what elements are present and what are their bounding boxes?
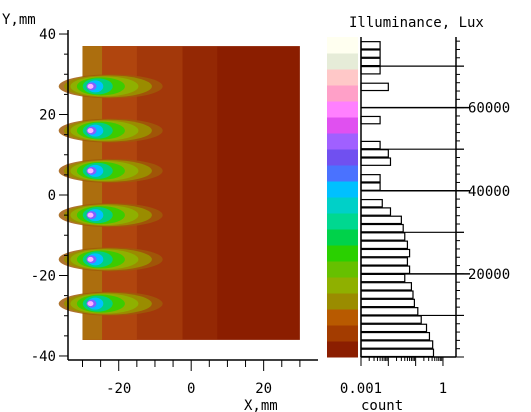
histogram-bar: [360, 157, 392, 166]
map-y-axis-label: Y,mm: [2, 12, 36, 28]
map-y-tick-label: -20: [31, 268, 56, 284]
histogram-bar: [360, 207, 392, 216]
colorbar-band: [327, 133, 358, 150]
colorbar-band: [327, 229, 358, 246]
histogram-bar: [360, 65, 381, 75]
colorbar-band: [327, 261, 358, 278]
map-x-axis-label: X,mm: [244, 398, 278, 412]
histogram-bar: [360, 215, 402, 225]
histogram-bar: [360, 240, 409, 250]
histogram-bar: [360, 49, 381, 58]
histogram-bar: [360, 257, 409, 266]
histogram-bar: [360, 182, 381, 191]
colorbar-band: [327, 341, 358, 358]
map-x-tick-label: 20: [255, 381, 272, 397]
illuminance-map: [58, 46, 300, 340]
light-source-peak: [87, 168, 94, 174]
histogram-x-tick-label: 0.001: [340, 381, 382, 397]
light-source-peak: [87, 83, 94, 89]
colorbar-band: [327, 277, 358, 294]
light-source-peak: [87, 128, 94, 134]
map-y-tick-label: -40: [31, 349, 56, 365]
histogram-bar: [360, 82, 389, 92]
colorbar-band: [327, 325, 358, 342]
light-source-peak: [87, 212, 94, 218]
histogram-bar: [360, 315, 422, 324]
map-x-tick-label: -20: [106, 381, 131, 397]
histogram-x-tick-label: 1: [439, 381, 447, 397]
histogram-bar: [360, 282, 413, 291]
histogram-bar: [360, 174, 381, 183]
colorbar-band: [327, 293, 358, 310]
light-source-peak: [87, 301, 94, 307]
colorbar-band: [327, 85, 358, 102]
map-axes: 40 20 0 -20 -40 -20 0 20: [31, 27, 318, 397]
histogram-bar: [360, 41, 381, 50]
colorbar-band: [327, 165, 358, 182]
histogram-x-axis-label: count: [361, 398, 403, 412]
colorbar-band: [327, 197, 358, 214]
colorbar-tick-label: 40000: [468, 184, 510, 200]
colorbar-tick-label: 60000: [468, 101, 510, 117]
colorbar-tick-label: 20000: [468, 267, 510, 283]
histogram-bar: [360, 273, 406, 283]
colorbar-band: [327, 117, 358, 134]
colorbar-band: [327, 37, 358, 54]
histogram-bar: [360, 115, 381, 125]
histogram-bar: [360, 223, 404, 233]
colorbar-band: [327, 101, 358, 118]
histogram-bar: [360, 331, 431, 341]
colorbar-band: [327, 53, 358, 70]
colorbar-band: [327, 149, 358, 166]
colorbar-band: [327, 69, 358, 86]
histogram-bar: [360, 57, 381, 67]
histogram-bar: [360, 232, 406, 241]
histogram-bar: [360, 265, 411, 274]
histogram-bar: [360, 290, 414, 299]
map-y-tick-label: 20: [39, 108, 56, 124]
colorbar-band: [327, 213, 358, 230]
light-source-peak: [87, 256, 94, 262]
colorbar-title: Illuminance, Lux: [349, 15, 484, 31]
histogram-bar: [360, 140, 381, 150]
map-y-tick-label: 40: [39, 27, 56, 43]
map-y-tick-label: 0: [48, 188, 56, 204]
histogram-bar: [360, 298, 415, 308]
histogram-bar: [360, 340, 434, 349]
colorbar-band: [327, 181, 358, 198]
histogram-bar: [360, 198, 383, 208]
histogram-bar: [360, 323, 428, 333]
map-x-tick-label: 0: [187, 381, 195, 397]
colorbar-axis: 60000 40000 20000: [361, 37, 510, 358]
histogram-bar: [360, 307, 419, 316]
histogram-bar: [360, 149, 389, 158]
histogram-bar: [360, 248, 411, 258]
colorbar: [327, 37, 358, 358]
colorbar-band: [327, 309, 358, 326]
colorbar-band: [327, 245, 358, 262]
histogram-bar: [360, 348, 435, 358]
